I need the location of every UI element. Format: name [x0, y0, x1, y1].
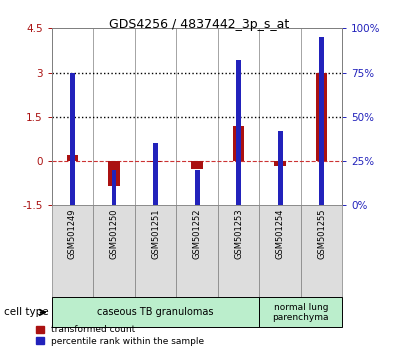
Text: normal lung
parenchyma: normal lung parenchyma	[273, 303, 329, 322]
Text: cell type: cell type	[4, 307, 49, 318]
Bar	[319, 37, 324, 205]
Legend: transformed count, percentile rank within the sample: transformed count, percentile rank withi…	[36, 325, 204, 346]
Bar	[108, 161, 120, 186]
Bar	[277, 131, 283, 205]
Bar	[111, 170, 117, 205]
Bar	[274, 161, 286, 166]
Text: GSM501249: GSM501249	[68, 209, 77, 259]
Bar	[195, 170, 199, 205]
Bar	[233, 126, 244, 161]
Bar	[67, 155, 78, 161]
Text: GSM501253: GSM501253	[234, 209, 243, 259]
Bar	[150, 161, 161, 162]
Bar	[316, 73, 327, 161]
Text: GSM501252: GSM501252	[193, 209, 201, 259]
Bar	[70, 73, 75, 205]
Bar	[153, 143, 158, 205]
Text: GSM501250: GSM501250	[109, 209, 119, 259]
Text: GSM501254: GSM501254	[275, 209, 285, 259]
Bar	[236, 60, 241, 205]
Text: GDS4256 / 4837442_3p_s_at: GDS4256 / 4837442_3p_s_at	[109, 18, 289, 31]
Text: caseous TB granulomas: caseous TB granulomas	[97, 307, 214, 318]
Text: GSM501251: GSM501251	[151, 209, 160, 259]
Text: GSM501255: GSM501255	[317, 209, 326, 259]
Bar	[191, 161, 203, 169]
